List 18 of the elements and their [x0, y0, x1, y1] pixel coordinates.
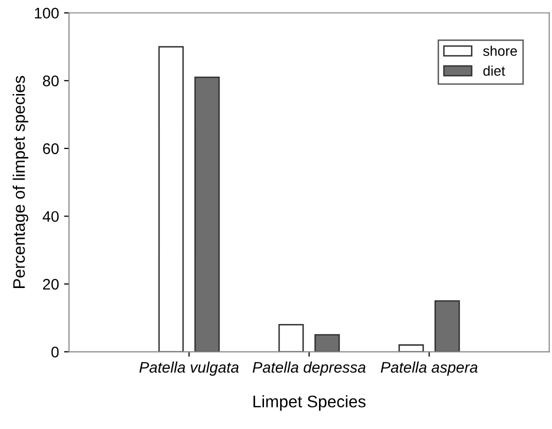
- y-tick-label: 40: [42, 211, 59, 222]
- bar: [158, 46, 184, 352]
- bar: [278, 324, 304, 352]
- x-tick-label: Patella depressa: [252, 362, 366, 376]
- bar: [194, 76, 220, 352]
- y-tick-label: 60: [43, 143, 59, 154]
- legend-label: shore: [483, 46, 517, 56]
- y-tick-label: 0: [51, 346, 59, 358]
- y-tick-label: 20: [43, 278, 59, 290]
- bar: [314, 334, 340, 352]
- legend-label: diet: [483, 66, 506, 76]
- x-tick-label: Patella aspera: [380, 362, 478, 376]
- y-tick-label: 100: [34, 8, 59, 19]
- x-tick-label: Patella vulgata: [139, 362, 239, 376]
- bar: [434, 300, 460, 352]
- y-tick-label: 80: [42, 76, 59, 86]
- x-axis-title: Limpet Species: [254, 395, 366, 411]
- y-axis-title: Percentage of limpet species: [12, 76, 28, 288]
